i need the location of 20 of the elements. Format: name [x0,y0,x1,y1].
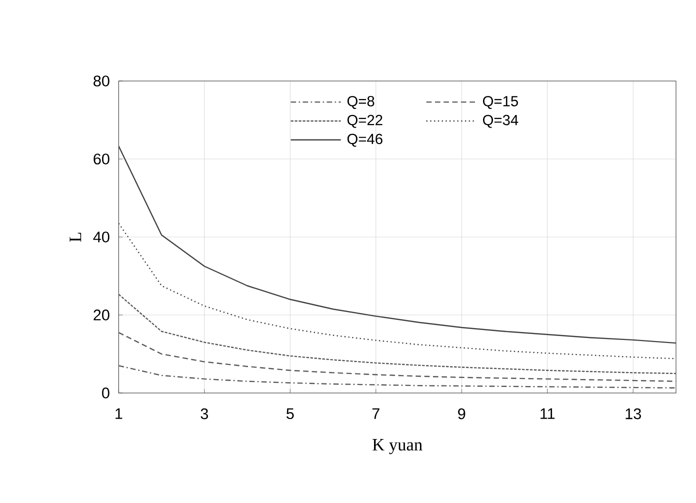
y-tick-label: 60 [94,154,110,164]
y-tick-label: 80 [94,76,110,86]
x-tick-label: 7 [372,408,380,419]
line-series [118,365,676,389]
legend-label: Q=46 [347,134,382,147]
legend-label: Q=22 [347,114,382,128]
legend-label: Q=8 [347,96,374,109]
x-tick-label: 3 [200,408,208,420]
x-tick-label: 1 [116,408,122,419]
y-tick-label: 0 [102,388,110,398]
x-tick-label: 13 [626,408,641,420]
x-axis-title: K yuan [372,439,422,454]
x-tick-label: 9 [458,408,466,420]
legend-label: Q=34 [483,114,518,128]
y-tick-label: 40 [93,232,110,242]
y-tick-label: 20 [94,310,110,320]
legend-label: Q=15 [483,96,518,109]
x-tick-label: 11 [540,408,555,419]
x-tick-label: 5 [286,408,294,420]
y-axis-title: L [70,232,82,242]
